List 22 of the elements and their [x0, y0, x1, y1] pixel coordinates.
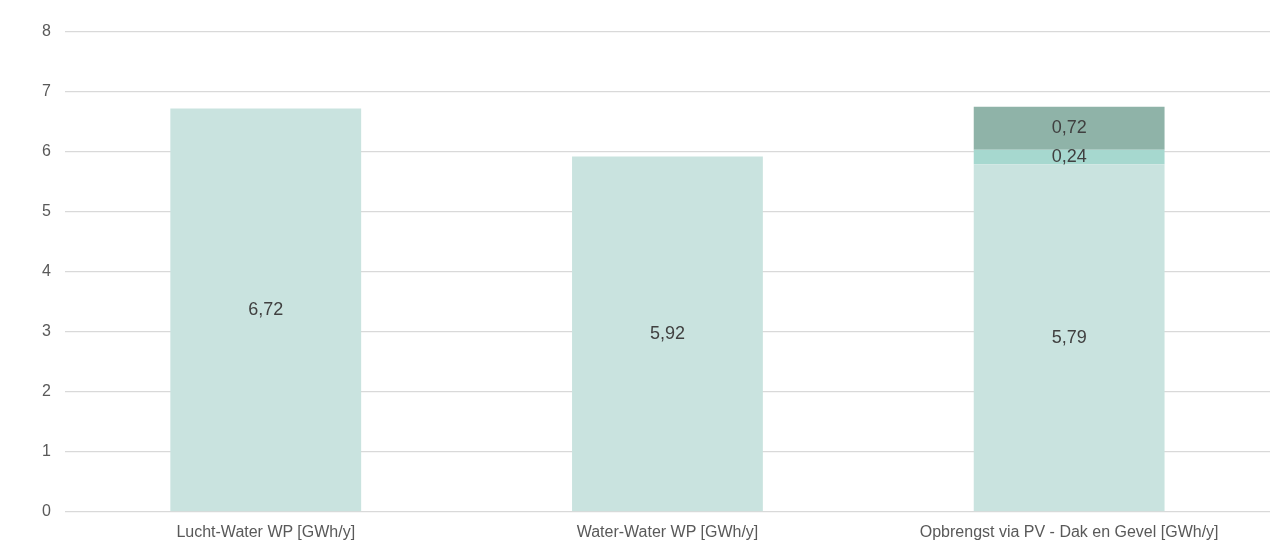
data-label: 0,72 — [1051, 117, 1087, 138]
y-tick-label: 3 — [41, 322, 51, 340]
x-tick-label: Water-Water WP [GWh/y] — [576, 522, 759, 540]
bar — [973, 149, 1165, 165]
y-tick-label: 4 — [41, 262, 51, 280]
y-tick-label: 7 — [41, 82, 51, 100]
x-tick-label: Lucht-Water WP [GWh/y] — [176, 522, 356, 540]
bar — [572, 156, 763, 512]
y-tick-label: 6 — [41, 142, 51, 160]
data-label: 6,72 — [248, 298, 284, 319]
data-label: 5,79 — [1051, 326, 1087, 347]
y-tick-label: 8 — [41, 22, 51, 40]
y-tick-label: 5 — [41, 202, 51, 220]
x-tick-label: Opbrengst via PV - Dak en Gevel [GWh/y] — [919, 522, 1219, 540]
bar — [170, 108, 362, 512]
y-tick-label: 0 — [41, 502, 51, 520]
data-label: 0,24 — [1051, 146, 1087, 167]
data-label: 5,92 — [649, 322, 685, 343]
y-tick-label: 1 — [41, 442, 51, 460]
y-tick-label: 2 — [41, 382, 51, 400]
bar — [973, 106, 1165, 150]
bar — [973, 164, 1165, 512]
